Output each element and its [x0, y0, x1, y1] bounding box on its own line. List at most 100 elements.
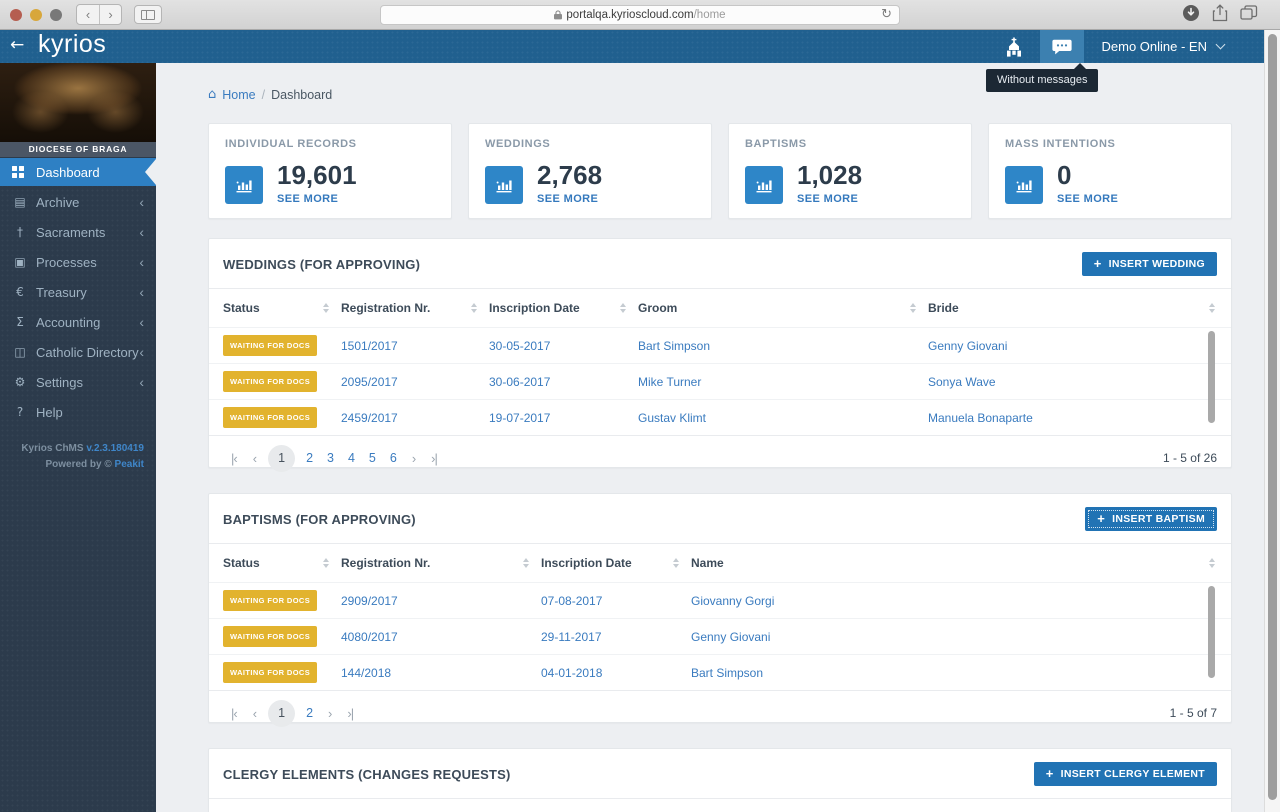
insert-wedding-button[interactable]: + INSERT WEDDING [1081, 252, 1217, 276]
see-more-link[interactable]: SEE MORE [1057, 193, 1119, 205]
parish-selector-button[interactable] [994, 30, 1034, 63]
version-link[interactable]: v.2.3.180419 [86, 443, 144, 454]
insert-clergy-element-button[interactable]: + INSERT CLERGY ELEMENT [1033, 762, 1217, 786]
column-header-inscription-date[interactable]: Inscription Date [541, 556, 691, 570]
prev-page-button[interactable]: ‹ [252, 450, 257, 466]
column-header-inscription-date[interactable]: Inscription Date [489, 301, 638, 315]
last-page-button[interactable]: ›| [347, 705, 354, 721]
active-page[interactable]: 1 [268, 444, 296, 472]
groom-link[interactable]: Mike Turner [638, 374, 702, 389]
status-badge: WAITING FOR DOCS [223, 662, 318, 683]
app-logo[interactable]: kyrios [38, 30, 107, 58]
bride-link[interactable]: Manuela Bonaparte [928, 410, 1033, 425]
downloads-icon[interactable] [1182, 4, 1200, 22]
name-link[interactable]: Genny Giovani [691, 629, 771, 644]
window-scrollbar[interactable] [1264, 30, 1280, 812]
stat-value: 19,601 [277, 160, 357, 190]
active-page[interactable]: 1 [268, 699, 296, 727]
zoom-window-button[interactable] [50, 8, 62, 21]
registration-link[interactable]: 2459/2017 [341, 410, 398, 425]
column-header-groom[interactable]: Groom [638, 301, 928, 315]
table-scrollbar-thumb[interactable] [1208, 331, 1215, 423]
inscription-date-link[interactable]: 07-08-2017 [541, 593, 603, 608]
baptism-row[interactable]: WAITING FOR DOCS 2909/2017 07-08-2017 Gi… [209, 582, 1231, 618]
next-page-button[interactable]: › [411, 450, 416, 466]
baptism-row[interactable]: WAITING FOR DOCS 4080/2017 29-11-2017 Ge… [209, 618, 1231, 654]
share-icon[interactable] [1212, 4, 1228, 22]
insert-baptism-button[interactable]: + INSERT BAPTISM [1085, 507, 1217, 531]
prev-page-button[interactable]: ‹ [252, 705, 257, 721]
page-link[interactable]: 2 [306, 451, 314, 465]
sidebar-item-settings[interactable]: ⚙ Settings ‹ [0, 367, 156, 397]
groom-link[interactable]: Gustav Klimt [638, 410, 707, 425]
sidebar-item-sacraments[interactable]: † Sacraments ‹ [0, 217, 156, 247]
inscription-date-link[interactable]: 19-07-2017 [489, 410, 551, 425]
page-link[interactable]: 2 [306, 706, 314, 720]
stat-title: INDIVIDUAL RECORDS [225, 138, 357, 150]
tabs-icon[interactable] [1240, 5, 1258, 21]
name-link[interactable]: Giovanny Gorgi [691, 593, 775, 608]
page-link[interactable]: 3 [327, 451, 334, 465]
wedding-row[interactable]: WAITING FOR DOCS 2095/2017 30-06-2017 Mi… [209, 363, 1231, 399]
sidebar-item-archive[interactable]: ▤ Archive ‹ [0, 187, 156, 217]
registration-link[interactable]: 2909/2017 [341, 593, 398, 608]
address-bar[interactable]: portalqa.kyrioscloud.com/home ↻ [380, 5, 900, 25]
sidebar-item-dashboard[interactable]: Dashboard [0, 158, 156, 186]
sidebar: DIOCESE OF BRAGA Dashboard ▤ Archive ‹ †… [0, 63, 156, 812]
column-header-status[interactable]: Status [223, 301, 341, 315]
baptisms-panel: BAPTISMS (FOR APPROVING) + INSERT BAPTIS… [208, 493, 1232, 727]
account-dropdown[interactable]: Demo Online - EN [1102, 39, 1226, 54]
sidebar-item-treasury[interactable]: € Treasury ‹ [0, 277, 156, 307]
breadcrumb-home-link[interactable]: Home [222, 87, 256, 102]
page-link[interactable]: 5 [368, 451, 376, 465]
inscription-date-link[interactable]: 04-01-2018 [541, 665, 603, 680]
reload-icon[interactable]: ↻ [881, 7, 892, 22]
browser-back-button[interactable]: ‹ [85, 7, 91, 22]
sidebar-item-label: Treasury [36, 284, 87, 300]
registration-link[interactable]: 2095/2017 [341, 374, 398, 389]
minimize-window-button[interactable] [30, 8, 42, 21]
accounting-icon: Σ [16, 315, 24, 329]
page-link[interactable]: 6 [389, 451, 397, 465]
bride-link[interactable]: Genny Giovani [928, 338, 1008, 353]
sort-icon [1209, 303, 1215, 313]
inscription-date-link[interactable]: 30-06-2017 [489, 374, 551, 389]
column-header-bride[interactable]: Bride [928, 301, 1217, 315]
page-link[interactable]: 4 [347, 451, 355, 465]
table-scrollbar-thumb[interactable] [1208, 586, 1215, 678]
column-header-status[interactable]: Status [223, 556, 341, 570]
sidebar-item-help[interactable]: ? Help [0, 397, 156, 427]
bride-link[interactable]: Sonya Wave [928, 374, 996, 389]
column-header-name[interactable]: Name [691, 556, 1217, 570]
sidebar-item-accounting[interactable]: Σ Accounting ‹ [0, 307, 156, 337]
baptism-row[interactable]: WAITING FOR DOCS 144/2018 04-01-2018 Bar… [209, 654, 1231, 690]
first-page-button[interactable]: |‹ [231, 705, 238, 721]
browser-forward-button[interactable]: › [99, 5, 121, 24]
see-more-link[interactable]: SEE MORE [537, 193, 599, 205]
see-more-link[interactable]: SEE MORE [797, 193, 859, 205]
inscription-date-link[interactable]: 29-11-2017 [541, 629, 602, 644]
registration-link[interactable]: 1501/2017 [341, 338, 398, 353]
close-window-button[interactable] [10, 8, 22, 21]
first-page-button[interactable]: |‹ [231, 450, 238, 466]
stat-card-baptisms: BAPTISMS 1,028 SEE MORE [728, 123, 972, 219]
name-link[interactable]: Bart Simpson [691, 665, 764, 680]
sidebar-item-catholic-directory[interactable]: ◫ Catholic Directory ‹ [0, 337, 156, 367]
registration-link[interactable]: 144/2018 [341, 665, 392, 680]
powered-link[interactable]: Peakit [114, 459, 144, 470]
last-page-button[interactable]: ›| [431, 450, 438, 466]
inscription-date-link[interactable]: 30-05-2017 [489, 338, 551, 353]
groom-link[interactable]: Bart Simpson [638, 338, 711, 353]
nav-back-icon[interactable]: ← [10, 35, 25, 55]
window-scrollbar-thumb[interactable] [1268, 34, 1277, 800]
next-page-button[interactable]: › [328, 705, 332, 721]
registration-link[interactable]: 4080/2017 [341, 629, 398, 644]
wedding-row[interactable]: WAITING FOR DOCS 2459/2017 19-07-2017 Gu… [209, 399, 1231, 435]
browser-sidebar-toggle[interactable] [134, 5, 162, 24]
column-header-registration[interactable]: Registration Nr. [341, 301, 489, 315]
messages-button[interactable] [1039, 30, 1084, 63]
see-more-link[interactable]: SEE MORE [277, 193, 339, 205]
column-header-registration[interactable]: Registration Nr. [341, 556, 541, 570]
sidebar-item-processes[interactable]: ▣ Processes ‹ [0, 247, 156, 277]
wedding-row[interactable]: WAITING FOR DOCS 1501/2017 30-05-2017 Ba… [209, 327, 1231, 363]
